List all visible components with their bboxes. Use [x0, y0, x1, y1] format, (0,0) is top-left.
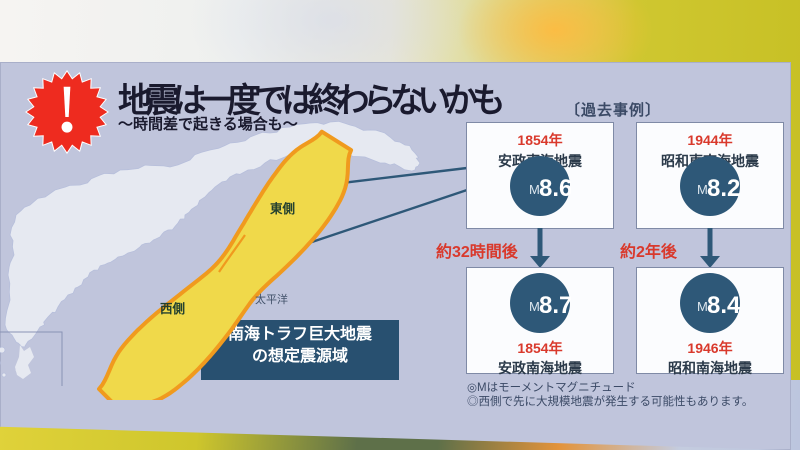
svg-text:西側: 西側: [160, 301, 185, 316]
svg-text:8.2: 8.2: [707, 175, 740, 202]
svg-text:8.7: 8.7: [539, 292, 571, 319]
svg-text:8.6: 8.6: [539, 175, 571, 202]
svg-text:東側: 東側: [270, 201, 295, 216]
svg-text:8.4: 8.4: [707, 292, 741, 319]
svg-text:太平洋: 太平洋: [255, 292, 288, 306]
